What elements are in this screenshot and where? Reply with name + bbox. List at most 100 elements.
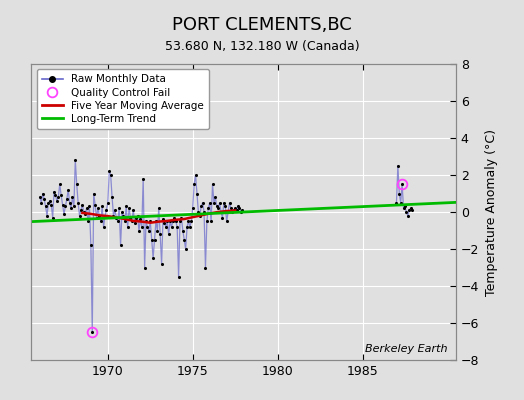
Point [174, 274, 183, 280]
Point [159, 216, 167, 222]
Point [135, 227, 143, 234]
Point [195, 212, 204, 219]
Point [98, 203, 106, 210]
Point [67, 205, 75, 212]
Point [149, 255, 157, 262]
Point [171, 218, 180, 224]
Point [114, 218, 122, 224]
Point [193, 190, 201, 197]
Point [128, 218, 136, 224]
Point [136, 216, 145, 222]
Point [160, 220, 169, 226]
Point [72, 181, 81, 188]
Point [209, 181, 217, 188]
Point [130, 220, 139, 226]
Point [100, 224, 108, 230]
Point [147, 236, 156, 243]
Point [185, 224, 194, 230]
Point [96, 218, 105, 224]
Point [201, 264, 210, 271]
Point [132, 214, 140, 221]
Point [122, 203, 130, 210]
Point [227, 205, 235, 212]
Point [88, 329, 96, 336]
Point [235, 205, 244, 212]
Point [51, 192, 60, 198]
Point [46, 198, 54, 204]
Point [214, 205, 222, 212]
Point [405, 207, 413, 213]
Point [153, 227, 161, 234]
Point [104, 200, 112, 206]
Point [184, 218, 193, 224]
Point [60, 211, 68, 217]
Point [62, 196, 71, 202]
Text: PORT CLEMENTS,BC: PORT CLEMENTS,BC [172, 16, 352, 34]
Point [199, 200, 207, 206]
Point [399, 205, 408, 212]
Point [94, 205, 102, 212]
Point [81, 211, 90, 217]
Point [181, 246, 190, 252]
Point [183, 224, 191, 230]
Point [90, 190, 98, 197]
Point [49, 214, 57, 221]
Point [163, 218, 171, 224]
Point [121, 218, 129, 224]
Point [77, 207, 85, 213]
Point [74, 200, 82, 206]
Point [53, 198, 61, 204]
Text: 53.680 N, 132.180 W (Canada): 53.680 N, 132.180 W (Canada) [165, 40, 359, 53]
Point [187, 218, 195, 224]
Point [173, 224, 181, 230]
Point [224, 209, 232, 215]
Point [85, 203, 94, 210]
Point [146, 218, 155, 224]
Point [220, 200, 228, 206]
Point [143, 224, 151, 230]
Point [134, 212, 142, 219]
Point [152, 218, 160, 224]
Point [150, 236, 159, 243]
Point [102, 207, 111, 213]
Point [64, 186, 72, 193]
Point [138, 224, 146, 230]
Point [68, 194, 77, 200]
Point [203, 218, 211, 224]
Point [207, 218, 215, 224]
Point [92, 214, 101, 221]
Point [204, 205, 213, 212]
Point [401, 203, 409, 210]
Point [403, 212, 412, 219]
Point [189, 205, 197, 212]
Point [82, 205, 91, 212]
Point [43, 212, 51, 219]
Point [221, 203, 230, 210]
Point [116, 242, 125, 248]
Point [124, 224, 132, 230]
Point [115, 205, 123, 212]
Point [86, 242, 95, 248]
Point [125, 205, 133, 212]
Point [111, 207, 119, 213]
Point [145, 227, 153, 234]
Point [398, 181, 406, 188]
Point [126, 214, 135, 221]
Legend: Raw Monthly Data, Quality Control Fail, Five Year Moving Average, Long-Term Tren: Raw Monthly Data, Quality Control Fail, … [37, 69, 209, 129]
Point [80, 209, 88, 215]
Point [106, 172, 115, 178]
Point [197, 203, 205, 210]
Point [215, 200, 224, 206]
Point [237, 209, 245, 215]
Point [205, 200, 214, 206]
Point [36, 194, 44, 200]
Point [157, 261, 166, 267]
Point [395, 190, 403, 197]
Point [39, 190, 47, 197]
Point [179, 227, 187, 234]
Point [408, 207, 416, 213]
Point [56, 181, 64, 188]
Point [78, 201, 86, 208]
Point [397, 200, 405, 206]
Y-axis label: Temperature Anomaly (°C): Temperature Anomaly (°C) [485, 128, 498, 296]
